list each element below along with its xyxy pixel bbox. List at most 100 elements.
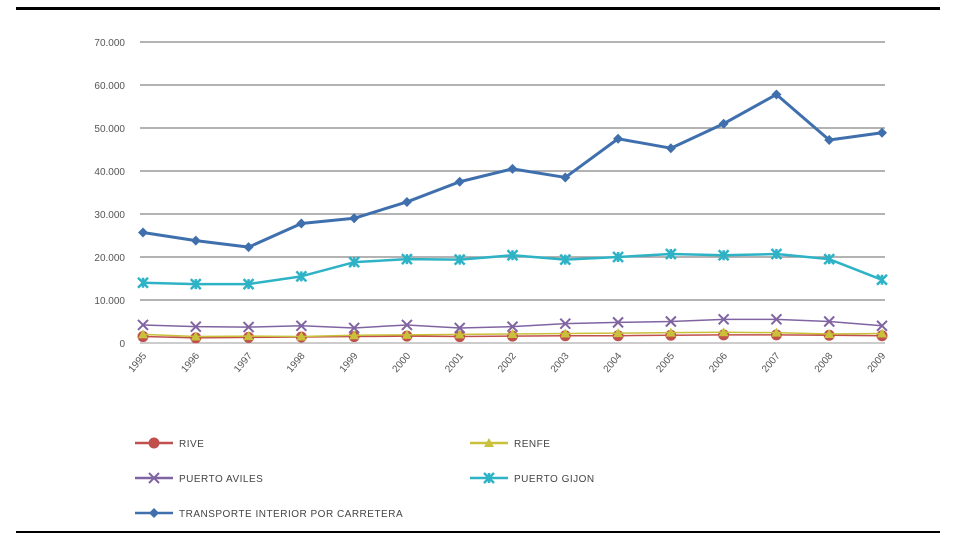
point-renfe xyxy=(665,327,676,337)
x-tick-label: 2000 xyxy=(390,351,413,375)
y-tick-label: 50.000 xyxy=(94,124,125,135)
point-renfe xyxy=(877,328,887,338)
x-tick-label: 2003 xyxy=(549,351,572,375)
point-puerto-aviles xyxy=(137,319,149,331)
point-transporte-interior-por-carretera xyxy=(560,172,571,183)
y-tick-label: 10.000 xyxy=(94,296,125,307)
point-transporte-interior-por-carretera xyxy=(771,89,782,100)
point-puerto-aviles xyxy=(454,322,466,334)
series-lines xyxy=(137,89,888,344)
point-puerto-gijon xyxy=(770,248,783,260)
y-tick-label: 60.000 xyxy=(94,81,125,92)
point-puerto-gijon xyxy=(295,270,308,283)
point-transporte-interior-por-carretera xyxy=(877,127,887,138)
legend-marker-puerto-gijon xyxy=(483,472,495,484)
point-puerto-aviles xyxy=(770,313,783,326)
point-renfe xyxy=(401,329,412,339)
point-puerto-aviles xyxy=(665,315,677,328)
x-tick-label: 2008 xyxy=(813,351,836,375)
x-tick-label: 1996 xyxy=(179,351,202,375)
legend-label-rive: RIVE xyxy=(179,439,204,450)
y-tick-label: 40.000 xyxy=(94,167,125,178)
point-renfe xyxy=(349,330,360,340)
point-puerto-aviles xyxy=(559,317,571,330)
point-renfe xyxy=(243,331,254,341)
legend-marker-puerto-aviles xyxy=(148,472,160,484)
x-tick-label: 2001 xyxy=(443,351,466,375)
point-puerto-gijon xyxy=(876,273,888,286)
point-renfe xyxy=(560,328,571,338)
point-transporte-interior-por-carretera xyxy=(349,213,360,224)
x-tick-label: 2009 xyxy=(866,351,889,375)
point-transporte-interior-por-carretera xyxy=(824,135,835,146)
point-puerto-gijon xyxy=(453,253,466,266)
legend-label-puerto-gijon: PUERTO GIJON xyxy=(514,474,595,485)
point-puerto-gijon xyxy=(559,253,572,266)
point-puerto-gijon xyxy=(137,276,149,289)
point-transporte-interior-por-carretera xyxy=(507,163,518,174)
top-rule xyxy=(16,7,940,10)
point-puerto-aviles xyxy=(348,322,360,334)
x-tick-label: 2002 xyxy=(496,351,519,375)
x-tick-label: 2007 xyxy=(760,351,783,375)
point-puerto-aviles xyxy=(506,320,519,333)
point-renfe xyxy=(718,327,729,337)
bottom-rule xyxy=(16,531,940,533)
gridlines xyxy=(140,41,885,344)
point-transporte-interior-por-carretera xyxy=(454,176,465,187)
point-transporte-interior-por-carretera xyxy=(296,218,307,229)
point-transporte-interior-por-carretera xyxy=(401,196,412,207)
x-tick-label: 1997 xyxy=(232,351,255,375)
legend-label-puerto-aviles: PUERTO AVILES xyxy=(179,474,263,485)
point-transporte-interior-por-carretera xyxy=(138,227,148,238)
point-puerto-gijon xyxy=(189,278,202,290)
y-tick-label: 30.000 xyxy=(94,210,125,221)
point-puerto-gijon xyxy=(823,253,836,266)
x-tick-label: 1999 xyxy=(338,351,361,375)
legend: RIVE RENFE PUERTO AVILES PUERTO GIJON TRANSP… xyxy=(135,437,595,520)
x-tick-label: 2004 xyxy=(602,351,625,375)
legend-marker-transporte-interior-por-carretera xyxy=(149,508,159,518)
point-puerto-aviles xyxy=(242,321,255,333)
legend-label-renfe: RENFE xyxy=(514,439,550,450)
point-puerto-aviles xyxy=(612,316,624,329)
point-puerto-gijon xyxy=(401,253,413,266)
point-renfe xyxy=(771,327,782,337)
point-puerto-aviles xyxy=(295,320,308,332)
y-tick-label: 0 xyxy=(119,339,125,350)
x-tick-label: 1995 xyxy=(127,351,150,375)
point-renfe xyxy=(507,328,518,338)
legend-marker-rive xyxy=(148,437,160,449)
x-tick-label: 1998 xyxy=(285,351,308,375)
y-axis-ticks: 0 10.000 20.000 30.000 40.000 50.000 60.000 70.… xyxy=(94,38,125,350)
point-transporte-interior-por-carretera xyxy=(243,242,254,253)
point-renfe xyxy=(296,331,307,341)
point-puerto-gijon xyxy=(506,249,519,262)
point-transporte-interior-por-carretera xyxy=(718,118,729,129)
point-renfe xyxy=(824,328,835,338)
point-renfe xyxy=(190,331,201,341)
x-tick-label: 2005 xyxy=(654,351,677,375)
point-puerto-gijon xyxy=(348,256,361,269)
point-renfe xyxy=(613,328,624,338)
point-puerto-aviles xyxy=(190,320,202,333)
point-puerto-gijon xyxy=(717,249,730,262)
x-tick-label: 2006 xyxy=(707,351,730,375)
point-renfe xyxy=(138,329,148,339)
point-transporte-interior-por-carretera xyxy=(613,133,624,144)
point-puerto-gijon xyxy=(242,278,255,290)
y-tick-label: 20.000 xyxy=(94,253,125,264)
point-transporte-interior-por-carretera xyxy=(665,143,676,154)
point-transporte-interior-por-carretera xyxy=(190,235,201,246)
point-puerto-gijon xyxy=(664,248,677,260)
point-puerto-aviles xyxy=(876,320,888,332)
legend-label-transporte-interior-por-carretera: TRANSPORTE INTERIOR POR CARRETERA xyxy=(179,509,403,520)
legend-marker-renfe xyxy=(484,438,494,447)
point-renfe xyxy=(454,329,465,339)
point-puerto-gijon xyxy=(612,251,624,263)
point-puerto-aviles xyxy=(823,315,835,328)
point-puerto-aviles xyxy=(717,313,730,326)
x-axis-ticks: 1995 1996 1997 1998 1999 2000 2001 2002 2003 2004… xyxy=(127,351,889,375)
point-puerto-aviles xyxy=(401,319,413,331)
